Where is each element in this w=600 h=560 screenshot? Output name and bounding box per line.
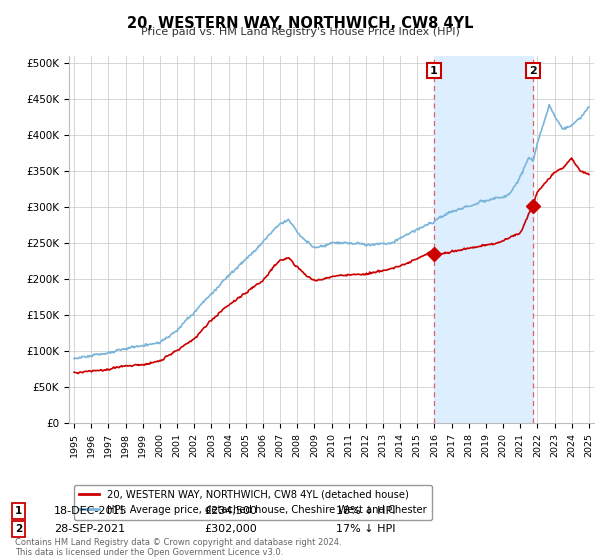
Text: 2: 2 bbox=[15, 524, 22, 534]
Text: 2: 2 bbox=[529, 66, 537, 76]
Text: 18-DEC-2015: 18-DEC-2015 bbox=[54, 506, 128, 516]
Text: 20, WESTERN WAY, NORTHWICH, CW8 4YL: 20, WESTERN WAY, NORTHWICH, CW8 4YL bbox=[127, 16, 473, 31]
Text: Contains HM Land Registry data © Crown copyright and database right 2024.
This d: Contains HM Land Registry data © Crown c… bbox=[15, 538, 341, 557]
Text: £234,500: £234,500 bbox=[204, 506, 257, 516]
Text: 1: 1 bbox=[15, 506, 22, 516]
Text: Price paid vs. HM Land Registry's House Price Index (HPI): Price paid vs. HM Land Registry's House … bbox=[140, 27, 460, 37]
Legend: 20, WESTERN WAY, NORTHWICH, CW8 4YL (detached house), HPI: Average price, detach: 20, WESTERN WAY, NORTHWICH, CW8 4YL (det… bbox=[74, 484, 432, 520]
Text: 1: 1 bbox=[430, 66, 438, 76]
Text: £302,000: £302,000 bbox=[204, 524, 257, 534]
Text: 18% ↓ HPI: 18% ↓ HPI bbox=[336, 506, 395, 516]
Text: 28-SEP-2021: 28-SEP-2021 bbox=[54, 524, 125, 534]
Text: 17% ↓ HPI: 17% ↓ HPI bbox=[336, 524, 395, 534]
Bar bbox=[434, 56, 533, 423]
